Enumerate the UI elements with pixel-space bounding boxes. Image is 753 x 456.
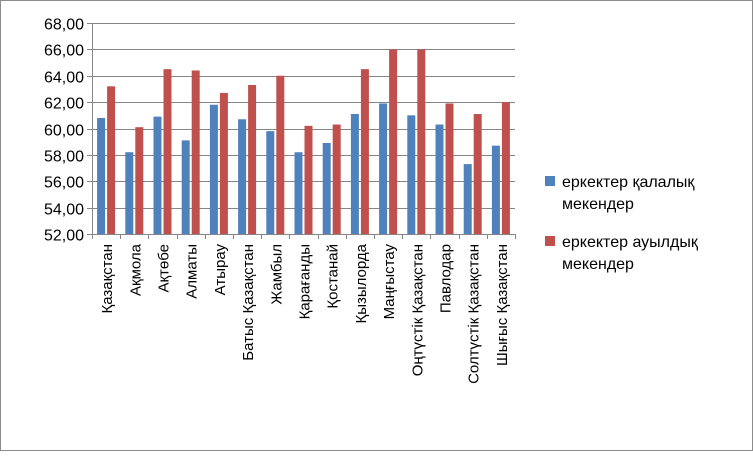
x-category-label: Қостанай bbox=[325, 244, 342, 309]
bars bbox=[97, 49, 510, 234]
x-category-label: Атырау bbox=[212, 244, 229, 296]
bar-series-2 bbox=[389, 49, 398, 234]
bar-series-1 bbox=[491, 145, 500, 234]
bar-series-2 bbox=[219, 92, 228, 234]
x-category-label: Батыс Қазақстан bbox=[240, 244, 257, 361]
legend-label: еркектер ауылдық bbox=[562, 234, 699, 251]
bar-series-1 bbox=[125, 152, 134, 234]
y-tick-label: 60,00 bbox=[44, 123, 84, 140]
bar-series-2 bbox=[304, 125, 313, 234]
y-tick-label: 68,00 bbox=[44, 17, 84, 34]
bar-series-1 bbox=[350, 113, 359, 234]
bar-series-1 bbox=[238, 119, 247, 234]
bar-series-2 bbox=[332, 124, 341, 234]
bar-series-2 bbox=[501, 102, 510, 234]
x-category-label: Қазақстан bbox=[99, 244, 116, 314]
bar-series-1 bbox=[463, 164, 472, 234]
bar-series-2 bbox=[248, 84, 257, 234]
bar-series-2 bbox=[107, 86, 116, 234]
y-tick-label: 62,00 bbox=[44, 96, 84, 113]
bar-series-2 bbox=[360, 69, 369, 234]
legend-swatch bbox=[545, 236, 555, 246]
y-tick-label: 64,00 bbox=[44, 70, 84, 87]
x-category-label: Павлодар bbox=[438, 244, 455, 313]
x-category-label: Оңтүстік Қазақстан bbox=[409, 244, 426, 376]
legend-label: мекендер bbox=[562, 256, 634, 273]
bar-series-1 bbox=[379, 103, 388, 234]
y-tick-label: 58,00 bbox=[44, 149, 84, 166]
bar-series-1 bbox=[153, 116, 162, 234]
bar-series-2 bbox=[191, 70, 200, 234]
x-category-label: Қызылорда bbox=[353, 243, 370, 323]
bar-series-2 bbox=[473, 113, 482, 234]
bar-series-2 bbox=[417, 49, 426, 234]
bar-series-1 bbox=[435, 124, 444, 234]
bar-series-2 bbox=[276, 75, 285, 234]
bar-series-2 bbox=[445, 103, 454, 234]
bar-series-1 bbox=[322, 143, 331, 234]
legend-swatch bbox=[545, 176, 555, 186]
legend-label: еркектер қалалық bbox=[562, 174, 695, 191]
x-category-label: Қарағанды bbox=[297, 244, 314, 319]
bar-series-1 bbox=[181, 140, 190, 234]
bar-series-2 bbox=[135, 127, 144, 234]
x-category-label: Алматы bbox=[184, 244, 201, 299]
bar-series-2 bbox=[163, 69, 172, 234]
legend-label: мекендер bbox=[562, 196, 634, 213]
bar-series-1 bbox=[407, 115, 416, 234]
bar-series-1 bbox=[209, 104, 218, 234]
y-tick-label: 52,00 bbox=[44, 228, 84, 245]
x-category-label: Жамбыл bbox=[268, 244, 285, 305]
x-category-label: Маңғыстау bbox=[381, 244, 398, 320]
y-tick-label: 54,00 bbox=[44, 202, 84, 219]
axis-labels: 52,00 54,00 56,00 58,00 60,00 62,00 64,00 66,00… bbox=[44, 17, 511, 384]
y-tick-label: 66,00 bbox=[44, 43, 84, 60]
y-tick-label: 56,00 bbox=[44, 175, 84, 192]
bar-series-1 bbox=[266, 131, 275, 234]
gridlines bbox=[92, 23, 515, 209]
bar-series-1 bbox=[97, 117, 106, 234]
legend: еркектер қалалық мекендер еркектер ауылдық… bbox=[545, 174, 699, 273]
x-category-label: Ақтөбе bbox=[156, 244, 173, 293]
x-category-label: Солтүстік Қазақстан bbox=[466, 244, 483, 384]
axes bbox=[87, 23, 516, 239]
x-category-label: Шығыс Қазақстан bbox=[494, 244, 511, 366]
bar-series-1 bbox=[294, 152, 303, 234]
x-category-label: Ақмола bbox=[127, 243, 144, 296]
